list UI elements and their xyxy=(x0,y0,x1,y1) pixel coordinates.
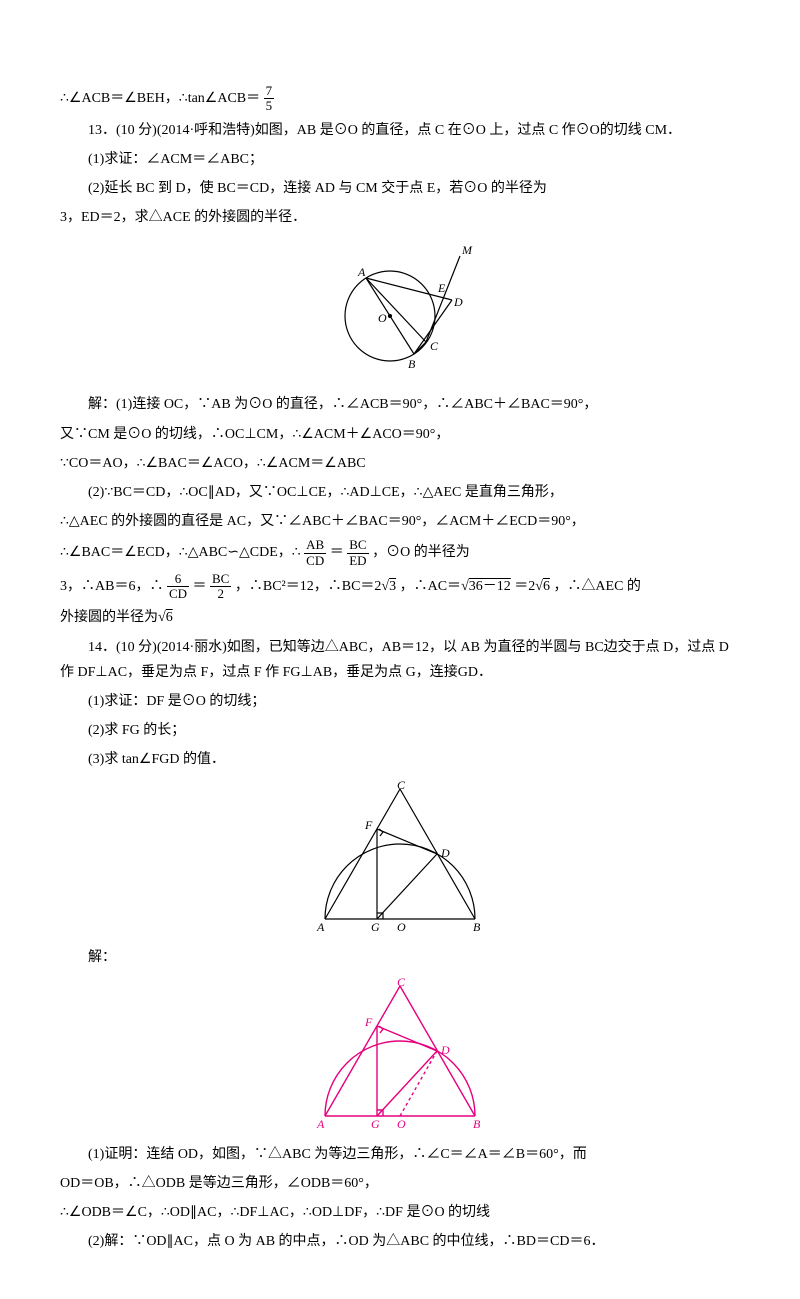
q14-sol-label: 解： xyxy=(60,945,740,970)
q14-figure2: A B C D F G O xyxy=(60,976,740,1136)
sqrt3612: 36－12 xyxy=(461,579,511,594)
frac-ab-cd: ABCD xyxy=(304,538,326,568)
frac-bc-ed: BCED xyxy=(347,538,368,568)
svg-text:O: O xyxy=(397,920,406,934)
q14-p1: (1)求证：DF 是⊙O 的切线； xyxy=(60,689,740,714)
intro-frac: 7 5 xyxy=(264,84,275,114)
svg-text:D: D xyxy=(440,1043,450,1057)
q13-sol1c: ∵CO＝AO，∴∠BAC＝∠ACO，∴∠ACM＝∠ABC xyxy=(60,451,740,476)
q14-p2: (2)求 FG 的长； xyxy=(60,718,740,743)
svg-text:B: B xyxy=(473,1117,481,1131)
q14-sol1c: ∴∠ODB＝∠C，∴OD∥AC，∴DF⊥AC，∴OD⊥DF，∴DF 是⊙O 的切… xyxy=(60,1200,740,1225)
svg-text:M: M xyxy=(461,243,473,257)
q13-sol2e: 外接圆的半径为6 xyxy=(60,605,740,630)
q13-figure: A B C D E M O xyxy=(60,236,740,386)
svg-text:C: C xyxy=(397,779,406,792)
svg-text:B: B xyxy=(473,920,481,934)
svg-text:A: A xyxy=(316,1117,325,1131)
q14-sol2a: (2)解：∵OD∥AC，点 O 为 AB 的中点，∴OD 为△ABC 的中位线，… xyxy=(60,1229,740,1254)
q13-sol2d: 3，∴AB＝6，∴ 6CD ＝ BC2 ，∴BC²＝12，∴BC＝23 ，∴AC… xyxy=(60,572,740,602)
svg-text:O: O xyxy=(397,1117,406,1131)
svg-text:D: D xyxy=(440,846,450,860)
q14-header: 14．(10 分)(2014·丽水)如图，已知等边△ABC，AB＝12，以 AB… xyxy=(60,635,740,685)
svg-text:F: F xyxy=(364,818,373,832)
intro-line: ∴∠ACB＝∠BEH，∴tan∠ACB＝ 7 5 xyxy=(60,84,740,114)
q13-header: 13．(10 分)(2014·呼和浩特)如图，AB 是⊙O 的直径，点 C 在⊙… xyxy=(60,118,740,143)
svg-text:F: F xyxy=(364,1015,373,1029)
svg-text:E: E xyxy=(437,281,446,295)
q14-sol1a: (1)证明：连结 OD，如图，∵△ABC 为等边三角形，∴∠C＝∠A＝∠B＝60… xyxy=(60,1142,740,1167)
frac-bc-2: BC2 xyxy=(210,572,231,602)
svg-text:G: G xyxy=(371,1117,380,1131)
q13-sol1b: 又∵CM 是⊙O 的切线，∴OC⊥CM，∴∠ACM＋∠ACO＝90°， xyxy=(60,422,740,447)
frac-6-cd: 6CD xyxy=(167,572,189,602)
svg-text:A: A xyxy=(316,920,325,934)
sqrt6: 6 xyxy=(535,579,550,594)
q13-p2b: 3，ED＝2，求△ACE 的外接圆的半径． xyxy=(60,205,740,230)
svg-text:C: C xyxy=(397,976,406,989)
q14-svg2: A B C D F G O xyxy=(305,976,495,1136)
q14-p3: (3)求 tan∠FGD 的值． xyxy=(60,747,740,772)
svg-text:G: G xyxy=(371,920,380,934)
q13-sol2c: ∴∠BAC＝∠ECD，∴△ABC∽△CDE，∴ ABCD ＝ BCED ，⊙O … xyxy=(60,538,740,568)
q13-svg: A B C D E M O xyxy=(320,236,480,386)
svg-text:B: B xyxy=(408,357,416,371)
q13-sol1a: 解：(1)连接 OC，∵AB 为⊙O 的直径，∴∠ACB＝90°，∴∠ABC＋∠… xyxy=(60,392,740,417)
sqrt3: 3 xyxy=(381,579,396,594)
q14-svg1: A B C D F G O xyxy=(305,779,495,939)
intro-text: ∴∠ACB＝∠BEH，∴tan∠ACB＝ xyxy=(60,91,260,106)
q14-figure1: A B C D F G O xyxy=(60,779,740,939)
q13-sol2b: ∴△AEC 的外接圆的直径是 AC，又∵∠ABC＋∠BAC＝90°，∠ACM＋∠… xyxy=(60,509,740,534)
q14-sol1b: OD＝OB，∴△ODB 是等边三角形，∠ODB＝60°， xyxy=(60,1171,740,1196)
sqrt6b: 6 xyxy=(158,610,173,625)
svg-text:O: O xyxy=(378,311,387,325)
q13-p2: (2)延长 BC 到 D，使 BC＝CD，连接 AD 与 CM 交于点 E，若⊙… xyxy=(60,176,740,201)
svg-text:C: C xyxy=(430,339,439,353)
q13-sol2a: (2)∵BC＝CD，∴OC∥AD，又∵OC⊥CE，∴AD⊥CE，∴△AEC 是直… xyxy=(60,480,740,505)
svg-text:D: D xyxy=(453,295,463,309)
q13-p1: (1)求证：∠ACM＝∠ABC； xyxy=(60,147,740,172)
svg-text:A: A xyxy=(357,265,366,279)
